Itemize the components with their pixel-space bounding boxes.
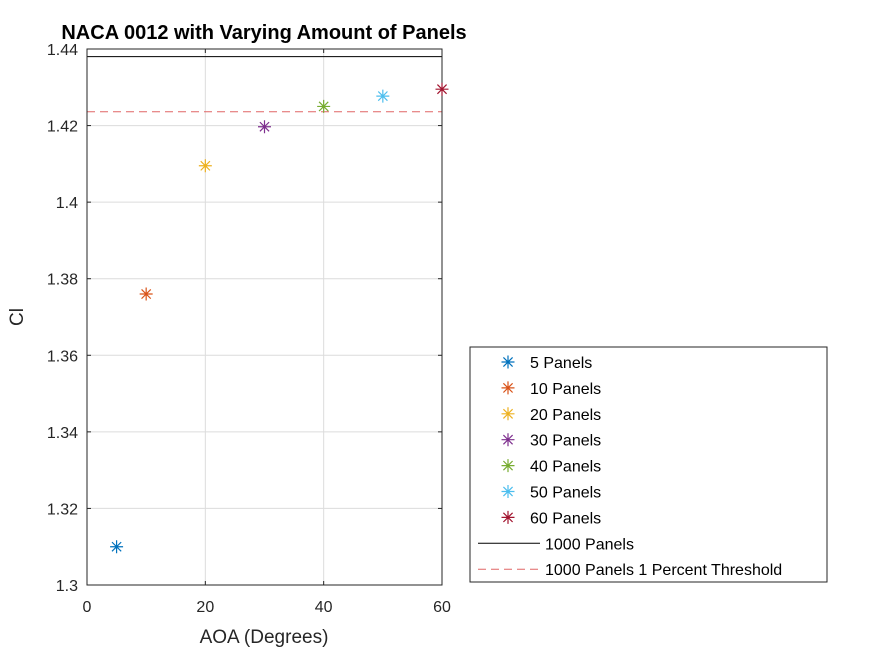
y-tick-labels: 1.3 1.32 1.34 1.36 1.38 1.4 1.42 1.44 — [47, 42, 78, 595]
legend-label: 50 Panels — [530, 485, 601, 502]
data-point-series-4 — [258, 120, 271, 134]
legend-marker-4 — [501, 433, 515, 447]
axes-background — [87, 49, 442, 585]
y-tick-label: 1.3 — [56, 578, 78, 595]
legend-marker-6 — [501, 485, 515, 498]
y-tick-label: 1.44 — [47, 42, 78, 59]
plot-area — [86, 48, 449, 586]
x-tick-labels: 0 20 40 60 — [83, 599, 451, 616]
legend-marker-1 — [501, 355, 515, 369]
legend-label: 40 Panels — [530, 459, 601, 476]
x-tick-label: 0 — [83, 599, 92, 616]
legend-label: 1000 Panels 1 Percent Threshold — [545, 562, 782, 579]
legend-label: 10 Panels — [530, 381, 601, 398]
y-axis-label: Cl — [7, 308, 28, 326]
x-tick-label: 40 — [315, 599, 333, 616]
x-axis-label: AOA (Degrees) — [200, 627, 329, 648]
legend-box — [469, 346, 828, 583]
legend-label: 30 Panels — [530, 433, 601, 450]
legend-marker-5 — [501, 459, 515, 473]
y-tick-label: 1.34 — [47, 425, 78, 442]
data-point-series-5 — [317, 99, 331, 113]
x-tick-label: 20 — [196, 599, 214, 616]
data-point-series-3 — [198, 159, 212, 173]
legend-marker-3 — [501, 407, 515, 421]
legend: 5 Panels 10 Panels 20 Panels 30 Panels 40 Pa… — [469, 346, 828, 583]
legend-label: 20 Panels — [530, 407, 601, 424]
y-tick-label: 1.32 — [47, 501, 78, 518]
legend-label: 60 Panels — [530, 510, 601, 527]
legend-marker-2 — [501, 381, 515, 395]
legend-label: 5 Panels — [530, 355, 592, 372]
y-tick-label: 1.38 — [47, 272, 78, 289]
y-tick-label: 1.4 — [56, 195, 78, 212]
axes-box — [86, 48, 443, 586]
y-tick-label: 1.36 — [47, 348, 78, 365]
data-point-series-7 — [435, 82, 449, 96]
legend-marker-7 — [501, 510, 515, 524]
data-point-series-2 — [139, 287, 153, 301]
tick-marks — [86, 48, 443, 586]
reference-lines — [87, 56, 442, 113]
data-point-series-6 — [376, 89, 390, 103]
x-tick-label: 60 — [433, 599, 451, 616]
chart-title: NACA 0012 with Varying Amount of Panels — [61, 22, 466, 44]
data-point-series-1 — [110, 540, 124, 554]
legend-label: 1000 Panels — [545, 536, 634, 553]
y-tick-label: 1.42 — [47, 119, 78, 136]
data-points — [110, 82, 449, 554]
